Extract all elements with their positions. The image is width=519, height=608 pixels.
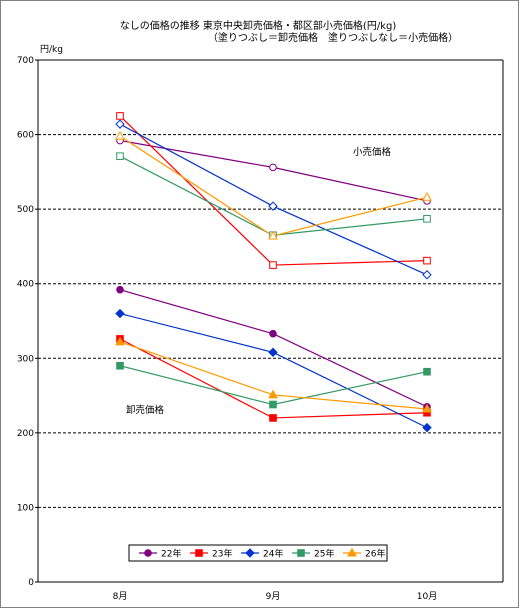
- y-tick-label: 600: [17, 131, 34, 141]
- wholesale-point: [268, 389, 278, 399]
- wholesale-point: [116, 285, 124, 294]
- y-tick-labels: 0 100 200 300 400 500 600 700: [17, 56, 34, 588]
- retail-point: [423, 256, 431, 265]
- axes: [35, 59, 504, 583]
- y-tick-label: 0: [28, 578, 34, 588]
- legend: 22年 23年 24年 25年 26年: [128, 544, 388, 562]
- wholesale-point: [115, 336, 125, 346]
- retail-point: [115, 119, 125, 129]
- retail-point: [115, 130, 125, 140]
- retail-point: [423, 215, 431, 223]
- chart-title: なしの価格の推移 東京中央卸売価格・都区部小売価格(円/kg): [120, 19, 397, 32]
- y-axis-label: 円/kg: [40, 44, 63, 55]
- retail-point: [269, 163, 277, 172]
- wholesale-point: [116, 361, 124, 370]
- legend-entry: 23年: [212, 548, 232, 560]
- annotation-wholesale: 卸売価格: [126, 404, 165, 416]
- x-tick-label: 10月: [417, 591, 437, 602]
- retail-point: [116, 112, 124, 120]
- legend-swatch-marker: [347, 547, 357, 557]
- legend-swatch-marker: [245, 548, 255, 558]
- y-tick-label: 300: [17, 354, 34, 364]
- x-tick-labels: 8月 9月 10月: [113, 591, 438, 602]
- chart-subtitle: （塗りつぶし＝卸売価格 塗りつぶしなし＝小売価格）: [208, 31, 458, 44]
- legend-swatch-marker: [144, 549, 152, 557]
- retail-point: [268, 201, 278, 211]
- retail-point: [269, 261, 277, 269]
- wholesale-point: [269, 329, 277, 338]
- x-tick-label: 9月: [266, 591, 281, 602]
- legend-swatch-marker: [195, 549, 203, 557]
- retail-point: [116, 152, 124, 160]
- retail-point: [268, 230, 278, 240]
- wholesale-point: [422, 422, 432, 433]
- wholesale-point: [269, 400, 277, 409]
- legend-entry: 24年: [263, 548, 283, 560]
- retail-point: [422, 191, 432, 201]
- wholesale-point: [268, 347, 278, 358]
- legend-entry: 22年: [161, 548, 181, 560]
- wholesale-point: [422, 403, 432, 413]
- legend-swatch-marker: [297, 549, 305, 557]
- y-tick-label: 500: [17, 205, 34, 215]
- legend-entry: 26年: [365, 548, 385, 560]
- gridlines: [38, 59, 503, 508]
- annotation-retail: 小売価格: [353, 146, 392, 158]
- wholesale-point: [115, 308, 125, 319]
- wholesale-point: [423, 367, 431, 376]
- y-tick-label: 400: [17, 280, 34, 290]
- y-tick-label: 200: [17, 429, 34, 439]
- y-tick-label: 700: [17, 56, 34, 66]
- y-tick-label: 100: [17, 503, 34, 513]
- series-lines: [119, 115, 428, 429]
- series-markers: [115, 112, 432, 433]
- retail-point: [422, 270, 432, 280]
- legend-entry: 25年: [314, 548, 334, 560]
- wholesale-point: [269, 414, 277, 422]
- x-tick-label: 8月: [113, 591, 128, 602]
